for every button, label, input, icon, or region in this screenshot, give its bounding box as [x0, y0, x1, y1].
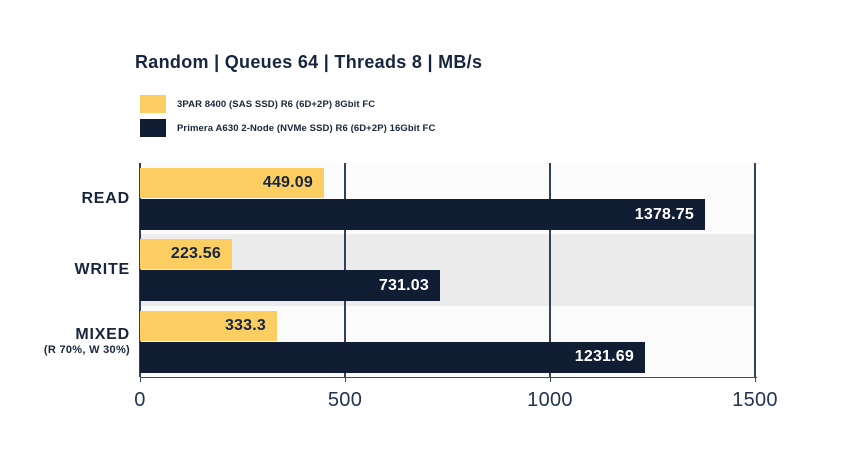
bar-read-series1: 449.09	[140, 168, 324, 198]
bar-mixed-series1: 333.3	[140, 310, 277, 341]
bar-read-series2: 1378.75	[140, 199, 705, 230]
x-axis-line	[140, 377, 757, 378]
x-axis-tick-1000	[550, 377, 551, 382]
legend-swatch-series2	[140, 119, 166, 137]
bar-value-label: 223.56	[170, 245, 221, 263]
chart-title: Random | Queues 64 | Threads 8 | MB/s	[135, 52, 483, 72]
category-label-mixed: MIXED (R 70%, W 30%)	[0, 306, 130, 377]
category-sublabel-text: (R 70%, W 30%)	[43, 343, 130, 356]
bar-value-label: 449.09	[262, 174, 313, 191]
gridline-1000	[549, 163, 551, 377]
bar-write-series1: 223.56	[140, 239, 232, 270]
x-axis-tick-0	[140, 377, 141, 382]
x-tick-label-0: 0	[134, 389, 146, 411]
legend-label-series2: Primera A630 2-Node (NVMe SSD) R6 (6D+2P…	[177, 122, 436, 134]
x-tick-label-1000: 1000	[527, 389, 573, 411]
category-label-text: MIXED	[75, 325, 130, 343]
gridline-500	[344, 163, 346, 377]
bar-value-label: 731.03	[378, 276, 429, 294]
bar-value-label: 1231.69	[574, 348, 634, 366]
x-axis-tick-500	[345, 377, 346, 382]
legend-item: 3PAR 8400 (SAS SSD) R6 (6D+2P) 8Gbit FC	[140, 95, 435, 113]
category-label-text: READ	[81, 189, 130, 207]
x-axis-tick-1500	[755, 377, 756, 382]
legend-item: Primera A630 2-Node (NVMe SSD) R6 (6D+2P…	[140, 119, 435, 137]
gridline-0	[139, 163, 141, 377]
gridline-1500	[754, 163, 756, 377]
bar-value-label: 333.3	[224, 316, 266, 334]
bar-write-series2: 731.03	[140, 270, 440, 302]
legend: 3PAR 8400 (SAS SSD) R6 (6D+2P) 8Gbit FC …	[140, 95, 435, 143]
bar-value-label: 1378.75	[634, 205, 694, 223]
x-tick-label-1500: 1500	[732, 389, 778, 411]
category-label-read: READ	[0, 163, 130, 234]
legend-label-series1: 3PAR 8400 (SAS SSD) R6 (6D+2P) 8Gbit FC	[177, 98, 376, 110]
category-label-text: WRITE	[74, 260, 130, 278]
bar-mixed-series2: 1231.69	[140, 341, 645, 373]
category-label-write: WRITE	[0, 234, 130, 305]
x-tick-label-500: 500	[327, 389, 363, 411]
legend-swatch-series1	[140, 95, 166, 113]
